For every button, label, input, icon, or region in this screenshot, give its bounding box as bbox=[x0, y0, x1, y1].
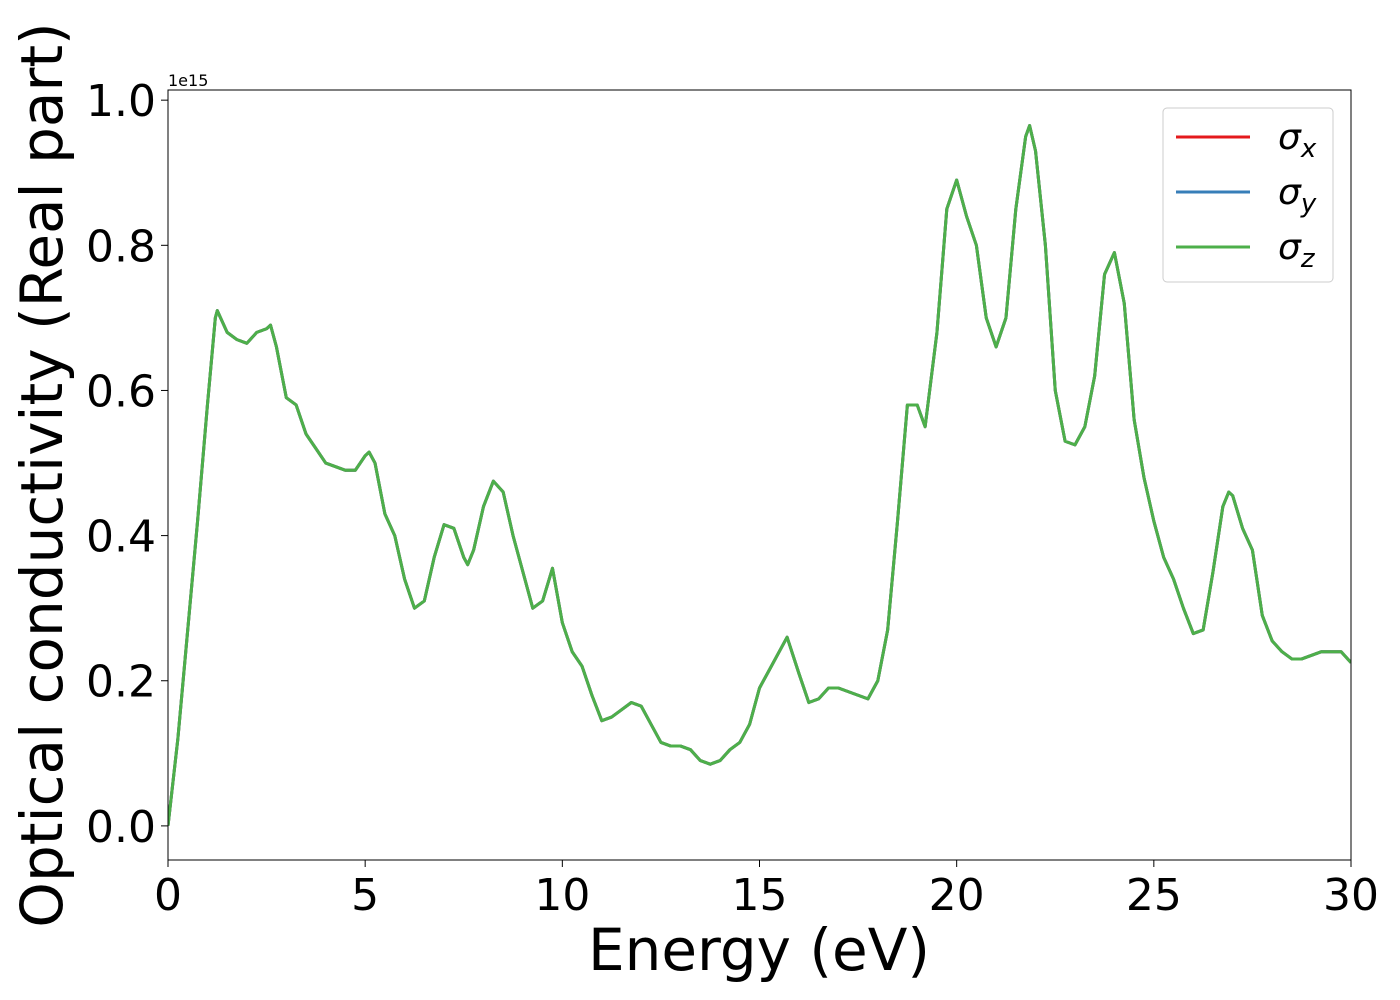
y-tick-label: 1.0 bbox=[86, 76, 156, 127]
legend-label: σz bbox=[1278, 227, 1316, 274]
x-tick-label: 5 bbox=[351, 870, 379, 921]
series-line bbox=[168, 124, 1351, 827]
legend-box bbox=[1162, 107, 1334, 283]
y-tick-label: 0.2 bbox=[86, 657, 156, 708]
x-tick-label: 15 bbox=[732, 870, 788, 921]
x-tick-label: 25 bbox=[1126, 870, 1182, 921]
y-axis-label: Optical conductivity (Real part) bbox=[8, 22, 76, 927]
x-axis-label: Energy (eV) bbox=[588, 916, 930, 984]
y-tick-label: 0.4 bbox=[86, 512, 156, 563]
legend-label: σx bbox=[1278, 117, 1317, 164]
x-tick-label: 30 bbox=[1323, 870, 1379, 921]
legend-label: σy bbox=[1278, 172, 1317, 219]
x-tick-label: 20 bbox=[929, 870, 985, 921]
x-tick-label: 0 bbox=[154, 870, 182, 921]
y-tick-label: 0.0 bbox=[86, 802, 156, 853]
y-offset-text: 1e15 bbox=[168, 71, 208, 90]
plot-frame bbox=[167, 89, 1352, 861]
y-tick-label: 0.6 bbox=[86, 366, 156, 417]
x-tick-label: 10 bbox=[534, 870, 590, 921]
y-tick-label: 0.8 bbox=[86, 221, 156, 272]
